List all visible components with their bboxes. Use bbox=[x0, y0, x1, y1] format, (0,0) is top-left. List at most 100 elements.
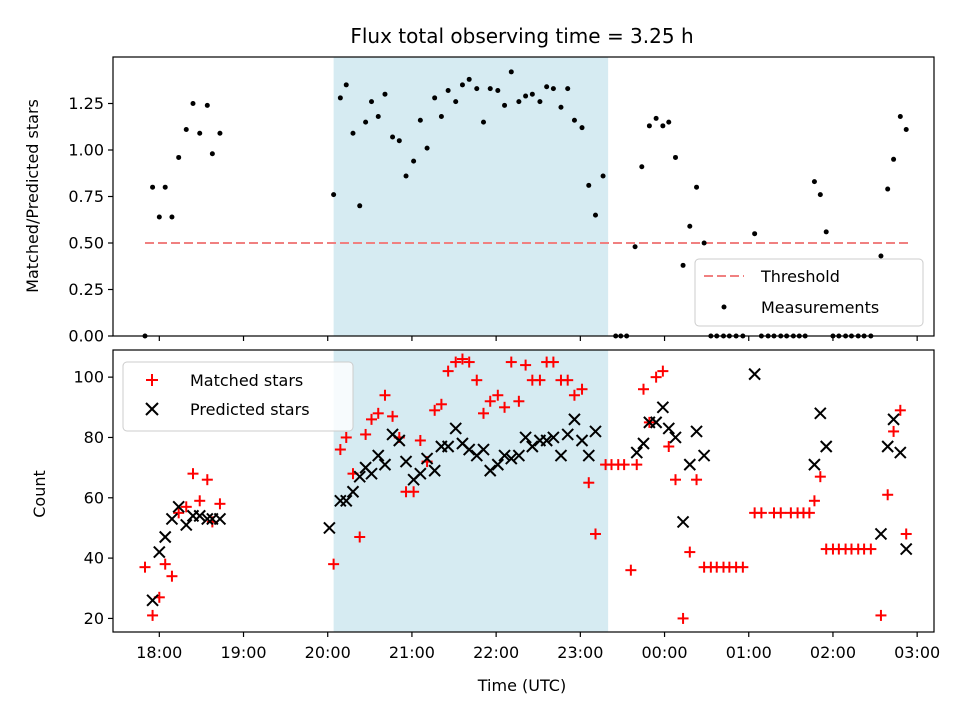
predicted-legend-label: Predicted stars bbox=[190, 400, 310, 419]
measurement-point bbox=[530, 92, 535, 97]
measurement-point bbox=[397, 138, 402, 143]
measurement-point bbox=[654, 116, 659, 121]
measurement-point bbox=[580, 125, 585, 130]
x-tick-label: 01:00 bbox=[726, 643, 772, 662]
measurement-point bbox=[878, 254, 883, 259]
measurement-point bbox=[369, 99, 374, 104]
measurement-point bbox=[404, 174, 409, 179]
y-tick-label: 0.75 bbox=[68, 187, 104, 206]
measurement-point bbox=[210, 151, 215, 156]
measurement-point bbox=[633, 244, 638, 249]
measurement-point bbox=[425, 146, 430, 151]
measurement-point bbox=[350, 131, 355, 136]
measurement-point bbox=[467, 77, 472, 82]
x-tick-label: 23:00 bbox=[557, 643, 603, 662]
x-axis-label: Time (UTC) bbox=[477, 676, 566, 695]
bottom-y-axis-label: Count bbox=[30, 470, 49, 518]
y-tick-label: 1.25 bbox=[68, 94, 104, 113]
measurement-point bbox=[150, 185, 155, 190]
measurement-point bbox=[639, 164, 644, 169]
y-tick-label: 1.00 bbox=[68, 141, 104, 160]
measurement-point bbox=[523, 94, 528, 99]
top-y-axis-label: Matched/Predicted stars bbox=[23, 99, 42, 293]
measurement-point bbox=[824, 229, 829, 234]
bottom-legend: Matched stars Predicted stars bbox=[123, 362, 353, 431]
measurement-point bbox=[157, 214, 162, 219]
measurement-point bbox=[558, 105, 563, 110]
measurement-point bbox=[382, 92, 387, 97]
measurement-point bbox=[572, 118, 577, 123]
measurement-point bbox=[898, 114, 903, 119]
bottom-shaded-region bbox=[334, 350, 609, 632]
measurement-point bbox=[460, 82, 465, 87]
measurement-point bbox=[904, 127, 909, 132]
measurement-point bbox=[481, 120, 486, 125]
measurement-point bbox=[673, 155, 678, 160]
measurement-point bbox=[885, 187, 890, 192]
measurement-point bbox=[702, 241, 707, 246]
measurement-point bbox=[344, 82, 349, 87]
measurement-point bbox=[357, 203, 362, 208]
measurement-point bbox=[537, 99, 542, 104]
measurement-point bbox=[474, 86, 479, 91]
chart-title: Flux total observing time = 3.25 h bbox=[350, 24, 693, 48]
measurement-point bbox=[439, 114, 444, 119]
measurement-point bbox=[687, 224, 692, 229]
measurement-point bbox=[752, 231, 757, 236]
measurement-point bbox=[681, 263, 686, 268]
x-tick-label: 21:00 bbox=[389, 643, 435, 662]
measurement-point bbox=[601, 174, 606, 179]
measurement-point bbox=[176, 155, 181, 160]
y-tick-label: 100 bbox=[73, 368, 104, 387]
y-tick-label: 60 bbox=[84, 488, 104, 507]
measurement-point bbox=[190, 101, 195, 106]
matched-legend-label: Matched stars bbox=[190, 371, 303, 390]
measurement-point bbox=[818, 192, 823, 197]
top-shaded-region bbox=[334, 57, 609, 336]
y-tick-label: 80 bbox=[84, 428, 104, 447]
measurements-legend-label: Measurements bbox=[761, 298, 879, 317]
y-tick-label: 0.25 bbox=[68, 280, 104, 299]
measurement-point bbox=[565, 86, 570, 91]
measurement-point bbox=[205, 103, 210, 108]
measurement-point bbox=[586, 183, 591, 188]
measurement-point bbox=[544, 84, 549, 89]
threshold-legend-label: Threshold bbox=[760, 267, 840, 286]
measurement-point bbox=[660, 123, 665, 128]
y-tick-label: 0.00 bbox=[68, 327, 104, 346]
x-tick-label: 03:00 bbox=[894, 643, 940, 662]
x-tick-label: 22:00 bbox=[473, 643, 519, 662]
measurement-point bbox=[446, 88, 451, 93]
figure: Flux total observing time = 3.25 h 0.00 0… bbox=[0, 0, 960, 720]
top-legend: Threshold Measurements bbox=[695, 259, 923, 326]
measurement-point bbox=[509, 69, 514, 74]
measurement-point bbox=[488, 86, 493, 91]
measurement-point bbox=[390, 134, 395, 139]
measurement-point bbox=[647, 123, 652, 128]
measurement-point bbox=[363, 120, 368, 125]
measurement-point bbox=[331, 192, 336, 197]
measurements-legend-swatch bbox=[722, 305, 727, 310]
measurement-point bbox=[338, 95, 343, 100]
measurement-point bbox=[502, 103, 507, 108]
measurement-point bbox=[694, 185, 699, 190]
y-tick-label: 40 bbox=[84, 549, 104, 568]
x-tick-label: 19:00 bbox=[220, 643, 266, 662]
measurement-point bbox=[163, 185, 168, 190]
measurement-point bbox=[666, 120, 671, 125]
measurement-point bbox=[593, 213, 598, 218]
measurement-point bbox=[411, 159, 416, 164]
measurement-point bbox=[418, 118, 423, 123]
measurement-point bbox=[495, 88, 500, 93]
x-tick-label: 02:00 bbox=[810, 643, 856, 662]
measurement-point bbox=[432, 95, 437, 100]
measurement-point bbox=[516, 99, 521, 104]
measurement-point bbox=[812, 179, 817, 184]
x-tick-label: 20:00 bbox=[305, 643, 351, 662]
measurement-point bbox=[891, 157, 896, 162]
measurement-point bbox=[197, 131, 202, 136]
measurement-point bbox=[551, 86, 556, 91]
measurement-point bbox=[217, 131, 222, 136]
x-tick-label: 00:00 bbox=[641, 643, 687, 662]
x-tick-label: 18:00 bbox=[136, 643, 182, 662]
